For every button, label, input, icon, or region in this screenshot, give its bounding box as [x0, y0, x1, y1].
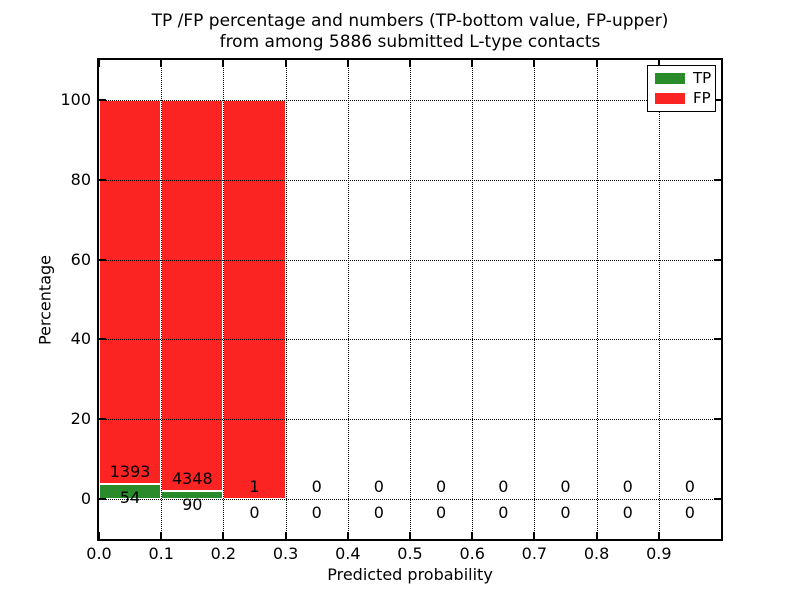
x-tick: [98, 532, 100, 539]
tp-count-label: 0: [373, 503, 384, 523]
x-tick: [346, 532, 349, 539]
gridline-x: [161, 60, 163, 539]
x-tick-label: 0.6: [459, 544, 485, 563]
tp-count-label: 0: [498, 503, 509, 523]
x-tick-label: 0.0: [86, 544, 112, 563]
gridline-x: [223, 60, 225, 539]
gridline-x: [347, 60, 349, 539]
y-tick-label: 40: [70, 329, 91, 349]
tp-count-label: 0: [684, 503, 695, 523]
x-tick: [160, 532, 163, 539]
tp-count-label: 0: [311, 503, 322, 523]
fp-count-label: 0: [436, 477, 447, 497]
plot-frame: [97, 58, 723, 541]
x-tick-top: [98, 60, 100, 67]
x-tick: [595, 532, 598, 539]
y-tick-label: 20: [70, 409, 91, 429]
legend-swatch-fp: [655, 93, 685, 104]
legend: TP FP: [647, 65, 716, 112]
tp-count-label: 90: [182, 494, 203, 514]
fp-count-label: 1393: [109, 462, 151, 482]
x-tick-top: [471, 60, 474, 67]
legend-entry-tp: TP: [655, 71, 715, 86]
x-tick-top: [409, 60, 411, 67]
tp-count-label: 0: [560, 503, 571, 523]
x-tick: [409, 532, 411, 539]
y-tick-right: [714, 498, 721, 501]
gridline-y: [99, 339, 721, 341]
x-tick-label: 0.3: [272, 544, 299, 563]
x-tick-top: [160, 60, 163, 67]
y-tick: [99, 98, 106, 101]
y-tick: [99, 418, 106, 421]
fp-count-label: 4348: [171, 469, 213, 488]
x-tick-label: 0.1: [148, 544, 174, 563]
y-tick-right: [714, 178, 721, 181]
tp-count-label: 0: [249, 503, 260, 523]
x-tick-top: [222, 60, 225, 67]
gridline-y: [99, 179, 721, 181]
gridline-y: [99, 259, 721, 261]
fp-count-label: 0: [560, 477, 571, 497]
fp-count-label: 1: [249, 477, 260, 497]
x-tick-label: 0.8: [583, 544, 610, 563]
y-tick-label: 0: [80, 489, 91, 509]
x-tick-top: [346, 60, 349, 67]
legend-swatch-tp: [655, 73, 685, 84]
tp-bar: [99, 484, 162, 500]
tp-count-label: 0: [622, 503, 633, 523]
y-tick-label: 80: [70, 169, 91, 189]
tp-count-label: 0: [436, 503, 447, 523]
fp-count-label: 0: [684, 477, 695, 497]
x-tick-label: 0.9: [646, 544, 672, 563]
x-tick-label: 0.4: [335, 544, 361, 563]
gridline-x: [410, 60, 411, 539]
fp-count-label: 0: [311, 477, 322, 497]
y-tick-label: 60: [70, 249, 91, 269]
chart-title-line-1: TP /FP percentage and numbers (TP-bottom…: [151, 11, 669, 31]
fp-bar: [161, 99, 224, 491]
y-tick-label: 100: [60, 89, 91, 109]
tp-count-label: 54: [119, 488, 141, 508]
x-tick-label: 0.7: [521, 544, 548, 563]
x-tick-label: 0.5: [397, 544, 423, 563]
x-tick-label: 0.2: [210, 544, 237, 563]
y-tick: [99, 338, 106, 341]
x-tick: [471, 532, 474, 539]
legend-entry-fp: FP: [655, 91, 715, 106]
chart-title: TP /FP percentage and numbers (TP-bottom…: [99, 11, 721, 53]
x-tick: [284, 532, 287, 539]
fp-count-label: 0: [622, 477, 633, 497]
y-tick: [99, 178, 106, 181]
legend-label-fp: FP: [693, 89, 711, 107]
chart-title-line-2: from among 5886 submitted L-type contact…: [219, 32, 601, 52]
y-tick-right: [714, 418, 721, 421]
gridline-x: [596, 60, 598, 539]
gridline-x: [658, 60, 660, 539]
y-tick: [99, 498, 106, 501]
gridline-y: [99, 419, 721, 421]
legend-label-tp: TP: [693, 69, 712, 87]
x-axis-label: Predicted probability: [327, 565, 493, 584]
x-tick-top: [533, 60, 536, 67]
y-tick: [99, 258, 106, 261]
gridline-y: [99, 499, 721, 501]
gridline-y: [99, 99, 721, 101]
gridline-x: [285, 60, 287, 539]
y-tick-right: [714, 98, 721, 101]
x-tick-top: [595, 60, 598, 67]
x-tick: [533, 532, 536, 539]
x-tick-top: [284, 60, 287, 67]
gridline-x: [534, 60, 536, 539]
gridline-x: [472, 60, 474, 539]
y-tick-right: [714, 338, 721, 341]
x-tick: [222, 532, 225, 539]
x-tick-top: [657, 60, 660, 67]
fp-count-label: 0: [498, 477, 509, 497]
fp-count-label: 0: [373, 477, 384, 497]
y-tick-right: [714, 258, 721, 261]
x-tick: [657, 532, 660, 539]
